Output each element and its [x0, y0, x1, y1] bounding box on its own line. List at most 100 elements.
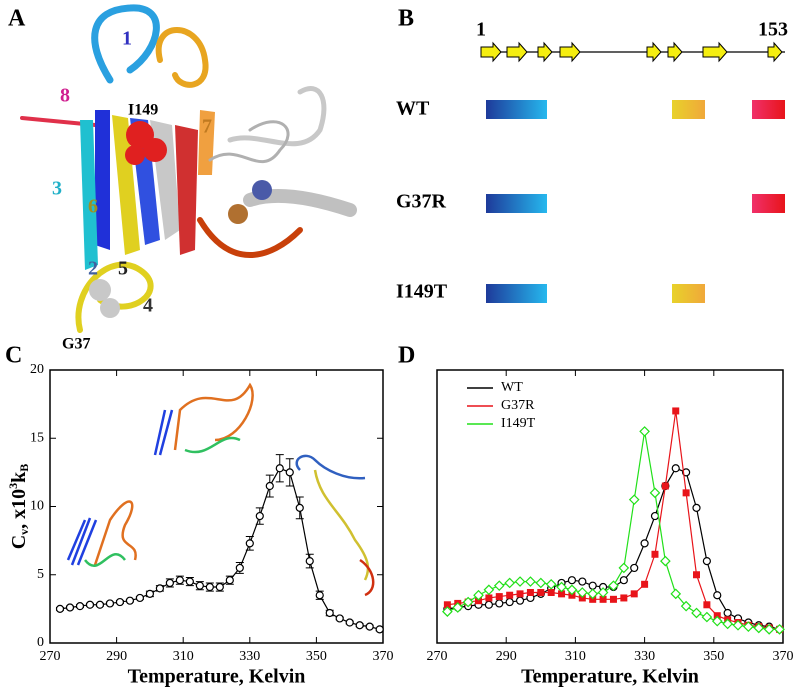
panel-label: D [398, 343, 415, 369]
y-tick-label: 5 [37, 567, 44, 582]
marker [713, 591, 722, 600]
marker [558, 590, 566, 598]
marker [587, 588, 599, 600]
x-tick-label: 310 [173, 649, 194, 664]
panel-label: A [8, 6, 26, 32]
marker [185, 577, 194, 586]
marker [495, 599, 504, 608]
x-tick-label: 350 [703, 649, 724, 664]
marker [525, 576, 536, 587]
marker [125, 596, 135, 605]
marker [650, 511, 660, 521]
marker [723, 608, 732, 618]
marker [628, 494, 640, 506]
marker [493, 580, 505, 592]
strand-label: 6 [88, 196, 98, 218]
marker [275, 464, 284, 473]
marker [651, 550, 659, 558]
residue-label: I149 [128, 102, 158, 119]
marker [485, 594, 493, 602]
panel-label: C [5, 343, 22, 369]
marker [639, 426, 650, 437]
legend-label: I149T [501, 416, 536, 431]
marker [495, 593, 503, 601]
marker [589, 595, 597, 603]
marker [504, 577, 516, 589]
marker [692, 503, 701, 512]
x-tick-label: 330 [239, 649, 260, 664]
marker [641, 580, 649, 588]
y-axis-label-part: B [17, 464, 31, 472]
marker [660, 555, 671, 567]
protein-structure [20, 4, 357, 333]
marker [608, 580, 619, 592]
marker [774, 624, 785, 635]
marker [175, 576, 184, 585]
marker [285, 468, 294, 477]
strand-label: 3 [52, 178, 62, 200]
y-axis-label-part: 3 [6, 483, 20, 489]
row-label: G37R [396, 191, 447, 213]
marker [671, 464, 680, 473]
y-tick-label: 0 [37, 635, 44, 650]
region-bars [486, 100, 785, 303]
inset-structures [66, 382, 375, 597]
marker [516, 590, 524, 598]
marker [701, 611, 713, 623]
x-tick-label: 350 [306, 649, 327, 664]
x-tick-label: 370 [773, 649, 794, 664]
marker [599, 595, 607, 603]
x-tick-label: 310 [565, 649, 586, 664]
y-tick-label: 15 [30, 430, 44, 445]
marker [578, 577, 587, 586]
row-label: WT [396, 98, 430, 120]
marker [576, 587, 588, 598]
y-tick-label: 10 [30, 499, 44, 514]
marker [245, 539, 254, 548]
marker [588, 581, 597, 590]
marker [506, 591, 514, 599]
marker [55, 604, 65, 613]
marker [515, 596, 525, 605]
marker [235, 563, 244, 573]
strand-label: 7 [202, 116, 212, 138]
marker [753, 622, 765, 634]
sequence-end: 153 [758, 19, 788, 41]
marker [85, 600, 95, 609]
marker [335, 614, 344, 623]
marker [661, 482, 669, 490]
marker [205, 582, 214, 592]
strand-label: 2 [88, 258, 98, 280]
marker [315, 591, 324, 600]
marker [255, 511, 264, 521]
marker [732, 619, 744, 631]
marker [556, 581, 567, 593]
marker [567, 576, 577, 585]
x-tick-label: 370 [373, 649, 394, 664]
marker [619, 576, 628, 585]
x-tick-label: 270 [40, 649, 61, 664]
marker [566, 584, 578, 596]
marker [305, 556, 314, 566]
y-axis-label-part: k [8, 471, 30, 483]
marker [345, 618, 354, 627]
marker [135, 593, 145, 603]
residue-label: G37 [62, 336, 90, 353]
y-axis-label: Cv, x103kB [6, 464, 31, 550]
plot-frame [436, 369, 784, 644]
marker [483, 584, 495, 596]
marker [630, 590, 638, 598]
marker [703, 601, 711, 609]
marker [452, 602, 464, 613]
marker [155, 584, 164, 593]
strand-label: 1 [122, 28, 132, 50]
marker [115, 597, 125, 607]
y-axis-label-part: v [17, 529, 31, 535]
marker [649, 487, 661, 499]
marker [547, 588, 555, 596]
marker [265, 481, 274, 491]
marker [682, 489, 690, 497]
marker [473, 589, 484, 601]
marker [505, 597, 514, 607]
